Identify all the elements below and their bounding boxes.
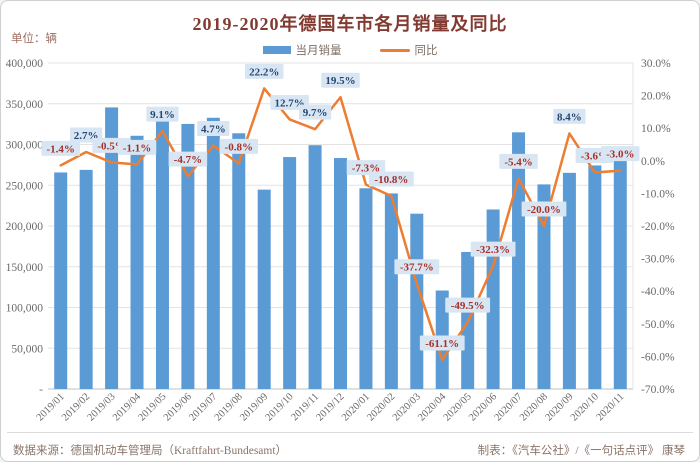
- legend-item-yoy: 同比: [379, 42, 438, 58]
- left-axis-tick-label: 50,000: [11, 343, 43, 355]
- sales-bar: [79, 169, 93, 389]
- left-axis-tick-label: 300,000: [6, 140, 44, 152]
- yoy-data-label-text: 8.4%: [557, 111, 582, 123]
- legend-yoy-label: 同比: [414, 45, 438, 57]
- right-axis-tick-label: 10.0%: [641, 123, 671, 135]
- yoy-data-label-text: -4.7%: [174, 154, 202, 166]
- right-axis-tick-label: -50.0%: [641, 319, 675, 331]
- right-axis-tick-label: -10.0%: [641, 188, 675, 200]
- yoy-data-label: [419, 335, 465, 351]
- yoy-data-label-text: 9.7%: [303, 107, 328, 119]
- yoy-data-label: [368, 171, 414, 187]
- bar-swatch-icon: [262, 46, 291, 54]
- yoy-data-label-text: -10.8%: [374, 174, 408, 186]
- yoy-data-label: [41, 140, 80, 156]
- sales-bar: [588, 165, 602, 389]
- yoy-data-label: [499, 153, 538, 169]
- sales-bar: [206, 117, 220, 390]
- left-axis-tick-label: 150,000: [6, 262, 44, 274]
- right-axis-tick-label: 20.0%: [641, 91, 671, 103]
- yoy-data-label-text: -61.1%: [425, 338, 459, 350]
- yoy-data-label: [601, 146, 640, 162]
- left-axis-tick-label: 250,000: [6, 180, 44, 192]
- yoy-data-label: [394, 259, 440, 275]
- line-swatch-icon: [379, 48, 410, 52]
- right-axis-tick-label: -40.0%: [641, 286, 675, 298]
- sales-bar: [359, 188, 373, 389]
- yoy-data-label: [470, 241, 516, 257]
- yoy-data-label-text: 22.2%: [249, 66, 279, 78]
- yoy-data-label-text: -0.8%: [225, 141, 253, 153]
- sales-bar: [130, 135, 144, 389]
- left-axis-tick-label: 350,000: [6, 99, 44, 111]
- yoy-data-label-text: -1.4%: [47, 143, 75, 155]
- sales-bar: [410, 213, 424, 389]
- right-axis-tick-label: -30.0%: [641, 254, 675, 266]
- yoy-data-label: [445, 297, 491, 313]
- sales-bar: [283, 157, 297, 389]
- left-axis-tick-label: -: [39, 384, 43, 396]
- legend-sales-label: 当月销量: [295, 45, 342, 57]
- sales-bar: [181, 123, 195, 389]
- yoy-data-label: [219, 138, 259, 154]
- yoy-data-label-text: 12.7%: [275, 97, 305, 109]
- sales-bar: [232, 133, 246, 389]
- sales-bar: [105, 107, 119, 390]
- sales-bar: [512, 132, 526, 389]
- chart-title: 2019-2020年德国车市各月销量及同比: [192, 14, 508, 34]
- yoy-data-label: [553, 108, 586, 124]
- unit-label: 单位：辆: [11, 33, 57, 45]
- sales-bar: [308, 145, 322, 389]
- right-axis-tick-label: 0.0%: [641, 156, 665, 168]
- yoy-data-label-text: -1.1%: [123, 142, 151, 154]
- yoy-data-label: [146, 106, 179, 122]
- yoy-data-label: [168, 151, 208, 167]
- yoy-data-label-text: -49.5%: [451, 300, 485, 312]
- yoy-data-label-text: -37.7%: [400, 262, 434, 274]
- yoy-data-label-text: -5.4%: [504, 156, 532, 168]
- left-axis-tick-label: 200,000: [6, 221, 44, 233]
- yoy-data-label: [321, 72, 360, 88]
- yoy-data-label-text: -3.0%: [606, 149, 634, 161]
- left-axis-tick-label: 100,000: [6, 303, 44, 315]
- left-axis-tick-label: 400,000: [6, 58, 44, 70]
- sales-bar: [54, 172, 68, 389]
- right-axis-tick-label: -70.0%: [641, 384, 675, 396]
- yoy-data-label: [298, 104, 332, 120]
- sales-bar: [613, 152, 627, 389]
- right-axis-tick-label: -60.0%: [641, 351, 675, 363]
- legend: 当月销量 同比: [1, 42, 699, 58]
- yoy-data-label: [346, 160, 386, 176]
- footer-divider: [7, 432, 693, 433]
- sales-bar: [257, 189, 271, 389]
- yoy-data-label: [244, 63, 284, 79]
- yoy-data-label: [197, 120, 230, 136]
- sales-bar: [537, 184, 551, 389]
- yoy-data-label: [521, 201, 567, 217]
- data-source-text: 数据来源：德国机动车管理局（Kraftfahrt-Bundesamt）: [13, 445, 288, 457]
- credit-text: 制表：《汽车公社》/《一句话点评》 康琴: [477, 445, 685, 457]
- yoy-data-label-text: 9.1%: [150, 109, 175, 121]
- right-axis-tick-label: -20.0%: [641, 221, 675, 233]
- yoy-data-label-text: 4.7%: [201, 123, 226, 135]
- sales-bar: [155, 117, 169, 389]
- yoy-data-label-text: -20.0%: [527, 204, 561, 216]
- right-axis-tick-label: 30.0%: [641, 58, 671, 70]
- x-axis-tick-label: 2020/10: [569, 391, 601, 423]
- legend-item-sales: 当月销量: [262, 42, 342, 58]
- yoy-data-label: [117, 139, 157, 155]
- x-axis-tick-label: 2019/10: [264, 391, 296, 423]
- yoy-data-label-text: 19.5%: [325, 75, 355, 87]
- x-axis-tick-label: 2020/11: [595, 391, 627, 423]
- sales-bar: [384, 193, 398, 389]
- yoy-data-label-text: -32.3%: [476, 244, 510, 256]
- sales-bar: [562, 172, 576, 389]
- sales-bar: [334, 158, 347, 389]
